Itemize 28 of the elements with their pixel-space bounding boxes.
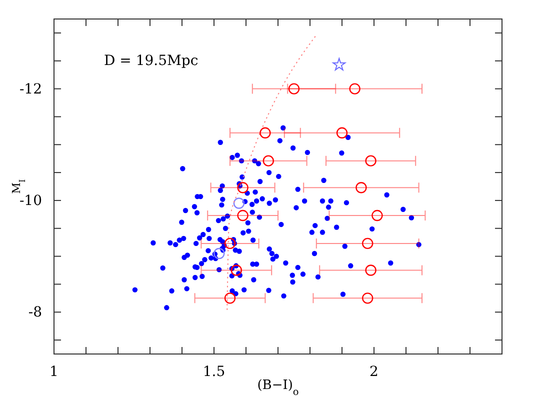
- point: [224, 292, 236, 304]
- line-series: [226, 34, 318, 310]
- x-tick-label: 2: [370, 364, 378, 380]
- x-axis-title: (B−I)$_{o}$: [257, 378, 299, 398]
- y-tick-label: -8: [28, 304, 42, 321]
- point: [224, 238, 236, 250]
- y-tick-label: -10: [19, 192, 42, 209]
- point: [362, 292, 374, 304]
- y-tick-label: -12: [19, 81, 42, 98]
- point: [260, 127, 271, 138]
- point: [233, 198, 245, 209]
- point: [230, 264, 242, 276]
- point: [356, 182, 367, 194]
- point: [214, 248, 225, 260]
- point: [237, 182, 248, 194]
- point: [237, 210, 248, 222]
- point: [336, 127, 348, 138]
- x-tick-label: 1: [50, 364, 58, 380]
- point: [372, 210, 383, 222]
- point: [349, 83, 360, 94]
- point: [365, 155, 376, 166]
- point: [288, 83, 300, 94]
- x-tick-label: 1.5: [202, 364, 226, 380]
- point: [365, 264, 376, 276]
- point: [262, 155, 274, 166]
- annotation: D = 19.5Mpc: [104, 53, 198, 69]
- point: [332, 58, 346, 70]
- point: [362, 238, 374, 250]
